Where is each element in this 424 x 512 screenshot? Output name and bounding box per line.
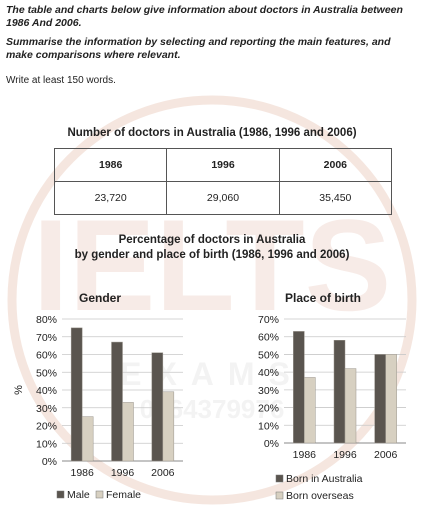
legend-swatch	[95, 490, 104, 499]
x-tick-label: 2006	[374, 449, 398, 461]
bar	[374, 354, 386, 444]
x-tick-label: 1996	[111, 467, 135, 479]
y-tick-label: 70%	[258, 314, 279, 326]
doctors-table: 1986 1996 2006 23,720 29,060 35,450	[53, 148, 393, 215]
legend-swatch	[56, 490, 65, 499]
chart-title: Place of birth	[285, 291, 361, 305]
table-row: 23,720 29,060 35,450	[53, 181, 393, 215]
charts-title-line-1: Percentage of doctors in Australia	[118, 234, 306, 246]
y-axis-label: %	[13, 385, 25, 395]
task-line-3: Write at least 150 words.	[6, 75, 116, 86]
y-tick-label: 50%	[36, 367, 57, 379]
y-tick-label: 20%	[36, 421, 57, 433]
bar	[385, 354, 397, 444]
legend-label: Female	[106, 489, 141, 501]
legend-swatch	[275, 491, 284, 500]
x-tick-label: 1986	[293, 449, 317, 461]
table-header-cell: 1986	[53, 148, 168, 182]
y-tick-label: 30%	[258, 385, 279, 397]
y-tick-label: 0%	[42, 456, 57, 468]
y-tick-label: 30%	[36, 403, 57, 415]
charts-title: Percentage of doctors in Australia by ge…	[0, 233, 424, 263]
bar	[162, 391, 175, 462]
bar	[293, 331, 305, 444]
table-title: Number of doctors in Australia (1986, 19…	[67, 127, 357, 139]
y-tick-label: 40%	[258, 367, 279, 379]
table-cell: 29,060	[166, 181, 280, 215]
table-cell: 35,450	[278, 181, 393, 215]
table-header-cell: 1996	[166, 148, 280, 182]
task-instructions: The table and charts below give informat…	[6, 4, 418, 93]
y-tick-label: 60%	[258, 332, 279, 344]
bar	[122, 402, 134, 462]
table-cell: 23,720	[53, 181, 168, 215]
x-tick-label: 1986	[70, 467, 94, 479]
x-tick-label: 2006	[151, 467, 175, 479]
bar	[70, 327, 83, 462]
y-tick-label: 50%	[258, 349, 279, 361]
charts-title-line-2: by gender and place of birth (1986, 1996…	[74, 249, 350, 261]
chart-title: Gender	[79, 291, 121, 305]
y-tick-label: 80%	[36, 314, 57, 326]
y-tick-label: 20%	[258, 403, 279, 415]
y-tick-label: 40%	[36, 385, 57, 397]
y-tick-label: 10%	[258, 420, 279, 432]
bar	[333, 340, 346, 444]
legend-swatch	[275, 474, 284, 483]
y-tick-label: 0%	[264, 438, 279, 450]
y-tick-label: 10%	[36, 438, 57, 450]
x-tick-label: 1996	[333, 449, 357, 461]
legend-label: Male	[67, 489, 90, 501]
y-tick-label: 60%	[36, 350, 57, 362]
task-line-2: Summarise the information by selecting a…	[6, 36, 391, 61]
bar	[81, 416, 94, 462]
bar	[304, 377, 316, 444]
y-tick-label: 70%	[36, 332, 57, 344]
legend-label: Born in Australia	[286, 473, 363, 485]
bar	[344, 368, 357, 444]
bar	[111, 341, 123, 462]
table-header-row: 1986 1996 2006	[53, 148, 393, 182]
task-line-1: The table and charts below give informat…	[6, 4, 403, 29]
table-header-cell: 2006	[278, 148, 393, 182]
legend-label: Born overseas	[286, 490, 354, 502]
